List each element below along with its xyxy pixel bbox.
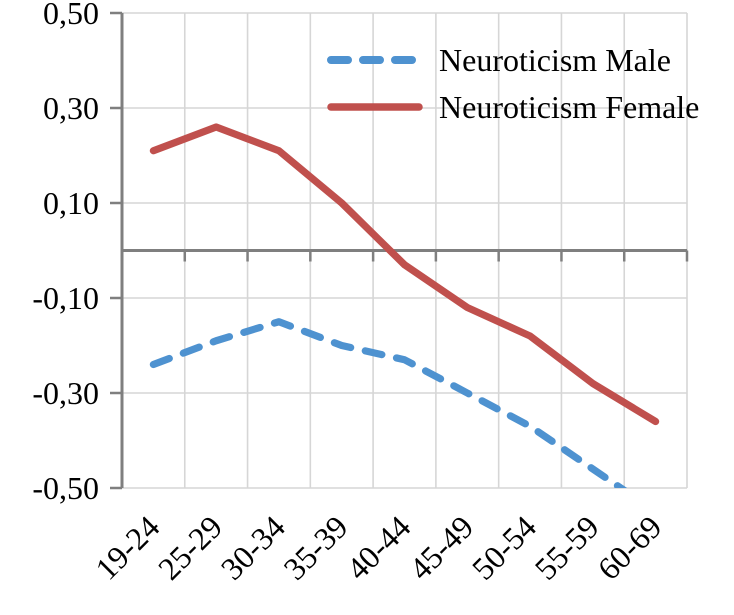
y-tick-label: -0,30 xyxy=(32,375,99,411)
x-tick-label: 35-39 xyxy=(276,508,354,586)
y-tick-label: 0,30 xyxy=(43,90,99,126)
legend-label-female: Neuroticism Female xyxy=(439,88,700,125)
neuroticism-male-line xyxy=(149,318,628,488)
y-tick-label: 0,10 xyxy=(43,185,99,221)
female-solid-line-swatch xyxy=(326,100,424,114)
x-tick-label: 30-34 xyxy=(214,508,292,586)
x-tick-label: 40-44 xyxy=(339,508,417,586)
x-tick-label: 45-49 xyxy=(402,508,480,586)
y-tick-label: -0,50 xyxy=(32,470,99,506)
male-dashed-line-swatch xyxy=(326,53,424,67)
neuroticism-female-line xyxy=(149,123,660,426)
legend-item-male: Neuroticism Male xyxy=(326,36,699,83)
y-tick-label: -0,10 xyxy=(32,280,99,316)
x-tick-label: 55-59 xyxy=(528,508,606,586)
y-tick-label: 0,50 xyxy=(43,0,99,31)
x-tick-label: 25-29 xyxy=(151,508,229,586)
x-tick-label: 19-24 xyxy=(88,508,166,586)
legend-item-female: Neuroticism Female xyxy=(326,83,699,130)
x-tick-label: 50-54 xyxy=(465,508,543,586)
legend-label-male: Neuroticism Male xyxy=(439,41,671,78)
x-tick-label: 60-69 xyxy=(590,508,668,586)
chart-legend: Neuroticism Male Neuroticism Female xyxy=(326,36,699,130)
